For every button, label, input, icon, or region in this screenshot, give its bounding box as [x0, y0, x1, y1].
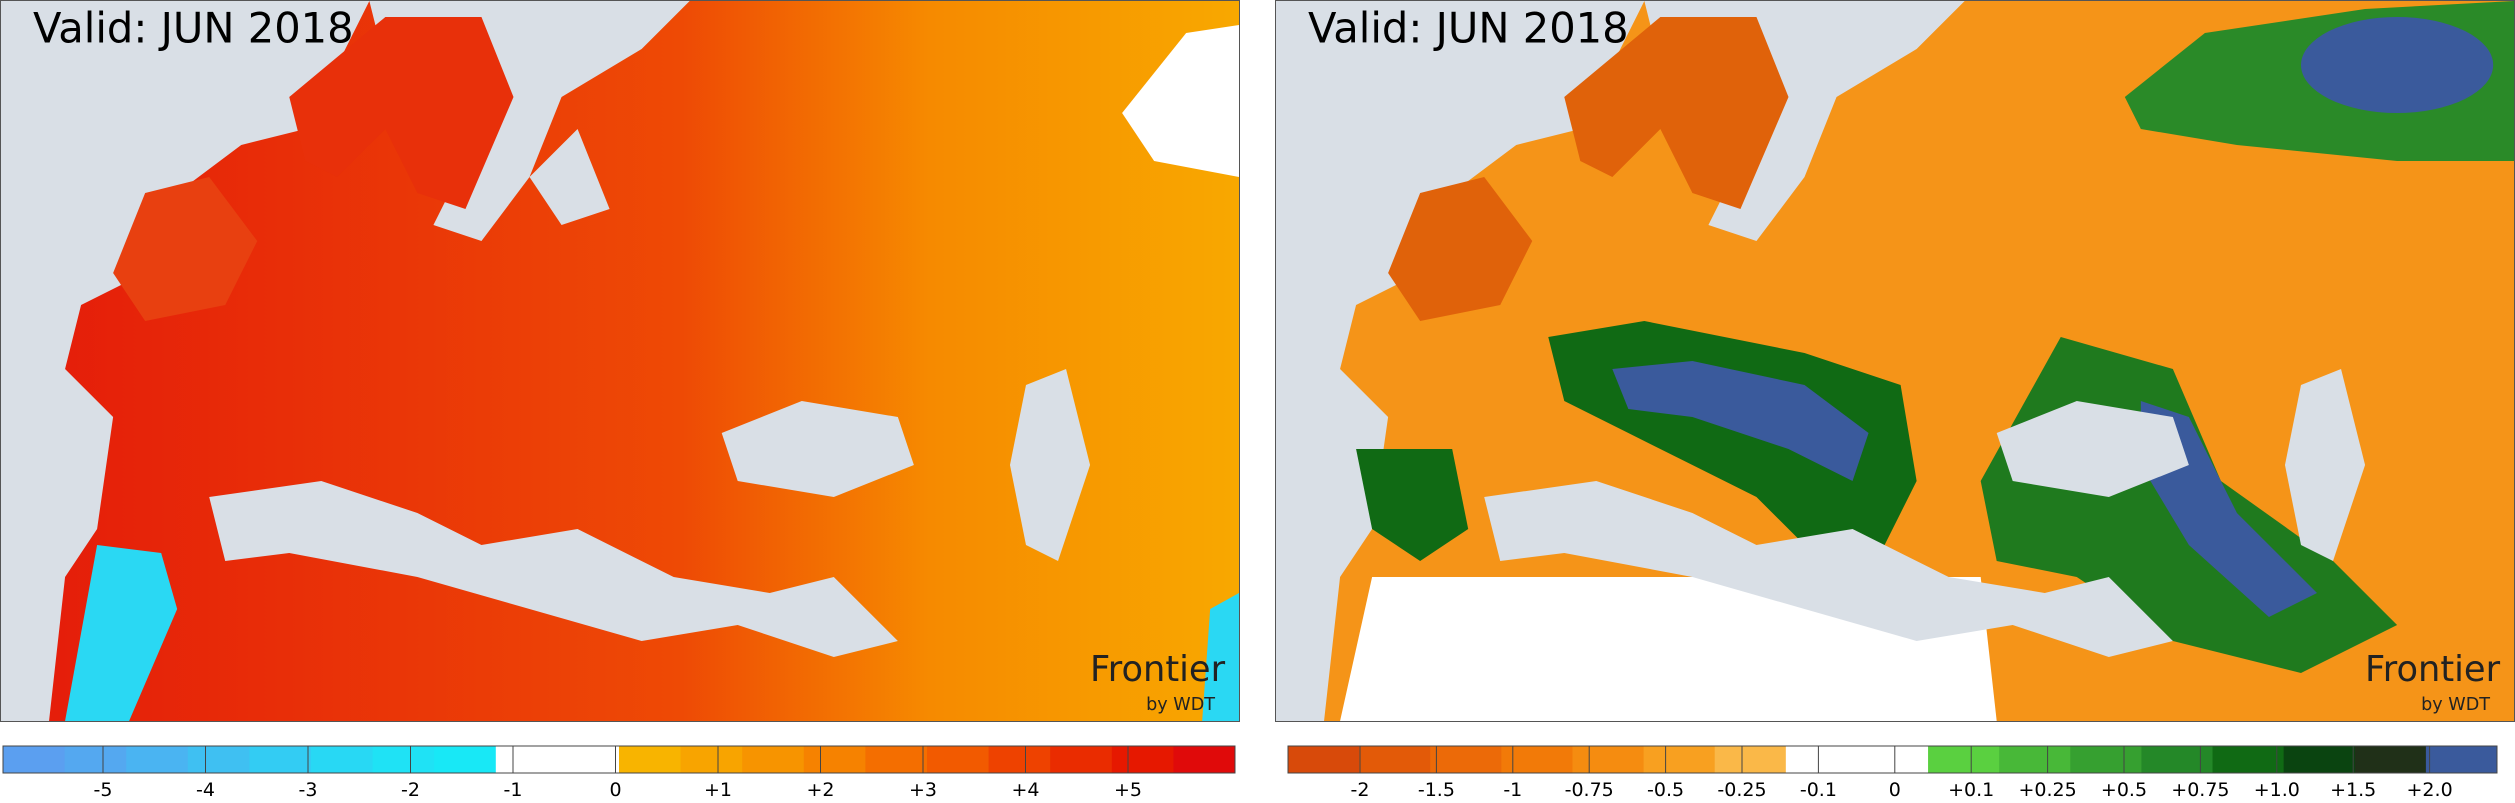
legend-swatch	[2425, 746, 2498, 773]
legend-swatch	[311, 746, 374, 773]
legend-swatch	[64, 746, 127, 773]
sea	[721, 401, 914, 497]
legend-label: -0.1	[1800, 779, 1837, 801]
legend-swatch	[126, 746, 189, 773]
legend-label: -4	[196, 779, 215, 801]
map: Valid: JUN 2018 Frontier by WDT	[0, 0, 1240, 722]
legend-label: -1	[1503, 779, 1522, 801]
anomaly-zone	[1122, 25, 1239, 177]
legend-label: -2	[1351, 779, 1370, 801]
map-title: Valid: JUN 2018	[33, 4, 354, 53]
anomaly-zone	[65, 545, 178, 721]
logo: Frontier	[2365, 649, 2501, 690]
legend-swatch	[988, 746, 1051, 773]
logo-sub: by WDT	[2421, 695, 2490, 715]
legend-label: -0.25	[1717, 779, 1766, 801]
legend-swatch	[2212, 746, 2285, 773]
legend-label: +2.0	[2407, 779, 2453, 801]
legend-swatch	[1050, 746, 1113, 773]
legend-swatch	[680, 746, 743, 773]
anomaly-zone	[1202, 593, 1239, 721]
sea	[1, 1, 370, 721]
legend-swatch	[2354, 746, 2427, 773]
sea	[1276, 1, 1645, 721]
legend-swatch	[557, 746, 620, 773]
panel: Valid: JUN 2018 Frontier by WDT -5 -4 -3 -2…	[0, 0, 1240, 803]
sea	[2284, 369, 2366, 561]
legend-swatch	[619, 746, 682, 773]
land	[289, 17, 514, 209]
legend-label: -0.75	[1565, 779, 1614, 801]
legend-label: +0.5	[2101, 779, 2147, 801]
legend-label: +5	[1114, 779, 1142, 801]
anomaly-zone	[1356, 449, 1469, 561]
legend-swatch	[372, 746, 435, 773]
legend: -2 -1.5 -1 -0.75 -0.5 -0.25 -0.1 0 +0.1 +0.25 +0.5…	[1287, 745, 2498, 801]
legend-swatch	[187, 746, 250, 773]
legend-label: +0.1	[1948, 779, 1994, 801]
sea	[1009, 369, 1091, 561]
legend-swatch	[3, 746, 66, 773]
legend-swatch	[2070, 746, 2142, 773]
legend-label: +4	[1011, 779, 1039, 801]
legend-label: +3	[909, 779, 937, 801]
legend-swatch	[495, 746, 558, 773]
anomaly-zone	[1612, 361, 1869, 481]
legend-label: 0	[1889, 779, 1901, 801]
legend-swatch	[249, 746, 312, 773]
legend-label: -3	[299, 779, 318, 801]
legend-swatch	[1856, 746, 1929, 773]
legend-swatch	[803, 746, 866, 773]
legend-swatch	[1430, 746, 1502, 773]
legend-label: +1.0	[2254, 779, 2300, 801]
legend-label: +1.5	[2330, 779, 2376, 801]
sea	[529, 129, 610, 225]
legend-swatch	[1643, 746, 1716, 773]
logo-sub: by WDT	[1146, 695, 1215, 715]
legend-swatch	[1572, 746, 1645, 773]
sea	[1996, 401, 2189, 497]
legend-swatch	[1501, 746, 1573, 773]
legend-label: +0.75	[2171, 779, 2229, 801]
panel: Valid: JUN 2018 Frontier by WDT -2 -1.5 -1…	[1275, 0, 2515, 803]
legend-frame	[2, 745, 1236, 774]
legend-label: -1.5	[1418, 779, 1455, 801]
legend-swatch	[2283, 746, 2356, 773]
anomaly-zone	[2300, 17, 2494, 113]
land	[1564, 17, 1789, 209]
sea	[1484, 481, 2173, 657]
legend-swatch	[1111, 746, 1174, 773]
legend-swatch	[1359, 746, 1431, 773]
legend-swatch	[865, 746, 928, 773]
legend-label: -2	[401, 779, 420, 801]
legend-label: +1	[704, 779, 732, 801]
legend-swatch	[1785, 746, 1858, 773]
legend: -5 -4 -3 -2 -1 0 +1 +2 +3 +4 +5	[2, 745, 1236, 801]
legend-label: -1	[504, 779, 523, 801]
map: Valid: JUN 2018 Frontier by WDT	[1275, 0, 2515, 722]
legend-swatch	[1173, 746, 1236, 773]
legend-swatch	[1288, 746, 1360, 773]
legend-swatch	[927, 746, 990, 773]
land	[113, 177, 258, 321]
legend-frame	[1287, 745, 2498, 774]
legend-swatch	[1928, 746, 2000, 773]
legend-label: +2	[806, 779, 834, 801]
legend-label: 0	[609, 779, 621, 801]
legend-swatch	[434, 746, 497, 773]
legend-swatch	[742, 746, 805, 773]
legend-swatch	[1714, 746, 1787, 773]
logo: Frontier	[1090, 649, 1226, 690]
legend-swatch	[2141, 746, 2214, 773]
map-title: Valid: JUN 2018	[1308, 4, 1629, 53]
legend-label: -0.5	[1647, 779, 1684, 801]
legend-label: -5	[94, 779, 113, 801]
legend-label: +0.25	[2018, 779, 2076, 801]
land	[1388, 177, 1533, 321]
legend-swatch	[1999, 746, 2071, 773]
sea	[209, 481, 898, 657]
